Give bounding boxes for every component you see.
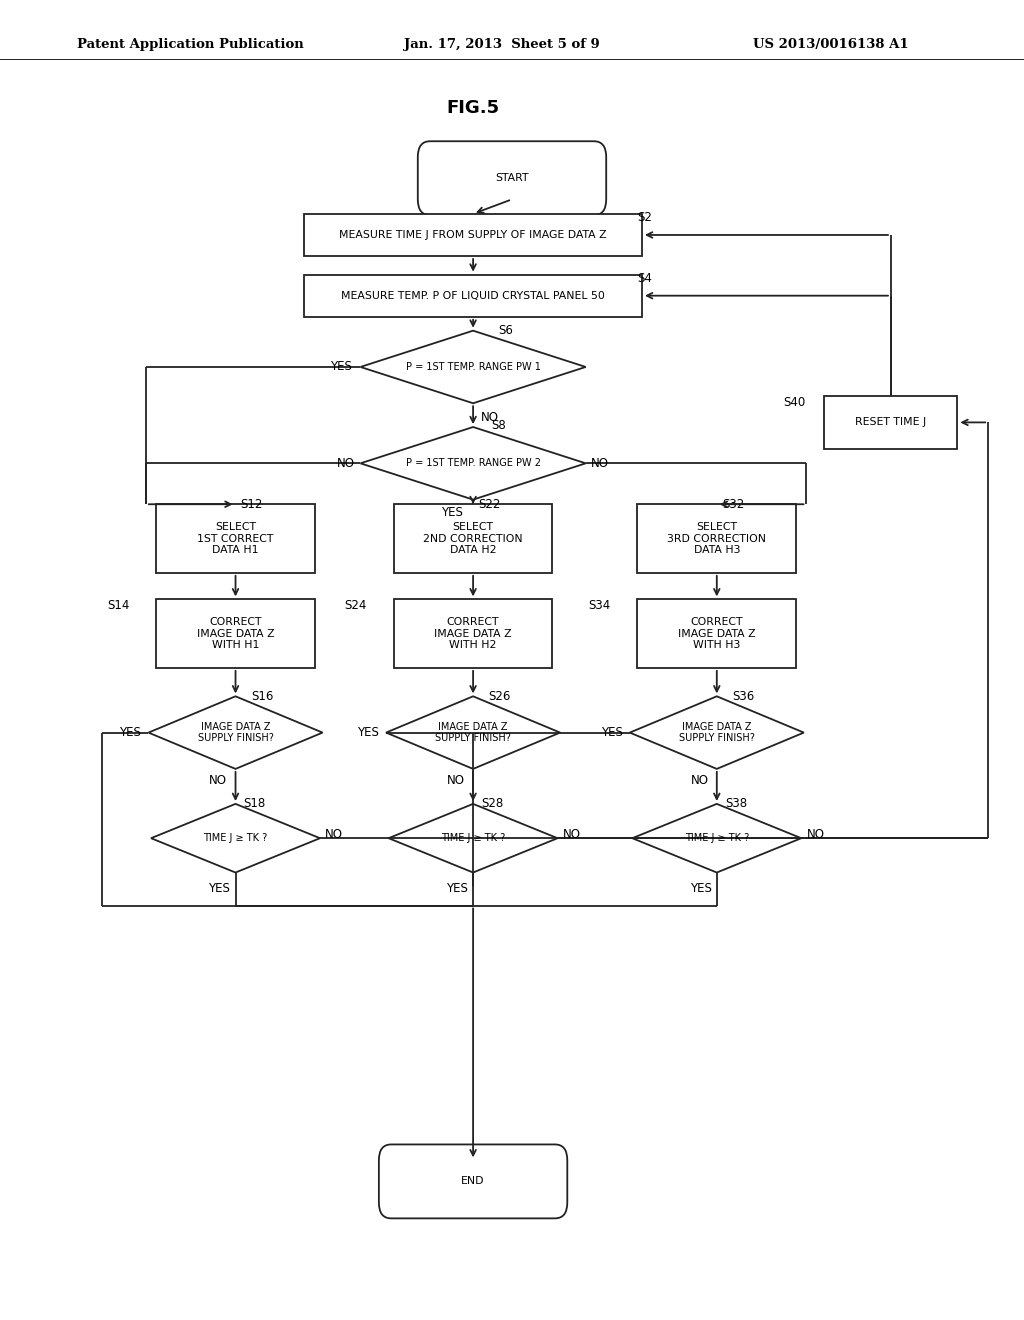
Text: S14: S14 xyxy=(108,599,129,612)
Text: SELECT
3RD CORRECTION
DATA H3: SELECT 3RD CORRECTION DATA H3 xyxy=(668,521,766,556)
Text: S36: S36 xyxy=(732,689,755,702)
Text: S6: S6 xyxy=(499,325,514,337)
FancyBboxPatch shape xyxy=(418,141,606,215)
Text: IMAGE DATA Z
SUPPLY FINISH?: IMAGE DATA Z SUPPLY FINISH? xyxy=(679,722,755,743)
Text: S38: S38 xyxy=(725,797,748,810)
Text: IMAGE DATA Z
SUPPLY FINISH?: IMAGE DATA Z SUPPLY FINISH? xyxy=(435,722,511,743)
Text: S28: S28 xyxy=(481,797,504,810)
Text: NO: NO xyxy=(591,457,609,470)
Polygon shape xyxy=(152,804,319,873)
Text: SELECT
2ND CORRECTION
DATA H2: SELECT 2ND CORRECTION DATA H2 xyxy=(423,521,523,556)
Text: Jan. 17, 2013  Sheet 5 of 9: Jan. 17, 2013 Sheet 5 of 9 xyxy=(404,38,600,51)
Text: YES: YES xyxy=(209,882,230,895)
Text: TIME J ≥ TK ?: TIME J ≥ TK ? xyxy=(204,833,267,843)
Polygon shape xyxy=(632,804,801,873)
Text: S18: S18 xyxy=(244,797,266,810)
Text: YES: YES xyxy=(601,726,623,739)
Text: YES: YES xyxy=(446,882,468,895)
Text: YES: YES xyxy=(690,882,712,895)
Text: S16: S16 xyxy=(251,689,273,702)
Text: S4: S4 xyxy=(637,272,652,285)
Text: S8: S8 xyxy=(492,420,506,432)
Text: NO: NO xyxy=(209,774,227,787)
Text: TIME J ≥ TK ?: TIME J ≥ TK ? xyxy=(685,833,749,843)
Text: START: START xyxy=(496,173,528,183)
Text: NO: NO xyxy=(326,828,343,841)
Text: MEASURE TIME J FROM SUPPLY OF IMAGE DATA Z: MEASURE TIME J FROM SUPPLY OF IMAGE DATA… xyxy=(339,230,607,240)
Polygon shape xyxy=(360,428,586,499)
Text: Patent Application Publication: Patent Application Publication xyxy=(77,38,303,51)
Bar xyxy=(304,214,642,256)
Polygon shape xyxy=(360,331,586,404)
Bar xyxy=(157,599,315,668)
Text: S2: S2 xyxy=(637,211,652,224)
Bar xyxy=(824,396,957,449)
Bar xyxy=(157,504,315,573)
Text: YES: YES xyxy=(120,726,141,739)
Text: YES: YES xyxy=(331,360,352,374)
Text: S32: S32 xyxy=(722,498,744,511)
Text: END: END xyxy=(462,1176,484,1187)
Text: NO: NO xyxy=(563,828,581,841)
Text: NO: NO xyxy=(807,828,824,841)
Text: YES: YES xyxy=(357,726,379,739)
Text: RESET TIME J: RESET TIME J xyxy=(855,417,927,428)
Text: NO: NO xyxy=(446,774,465,787)
Text: S22: S22 xyxy=(478,498,501,511)
Bar xyxy=(637,504,797,573)
Text: P = 1ST TEMP. RANGE PW 1: P = 1ST TEMP. RANGE PW 1 xyxy=(406,362,541,372)
Text: US 2013/0016138 A1: US 2013/0016138 A1 xyxy=(753,38,908,51)
Text: FIG.5: FIG.5 xyxy=(446,99,500,117)
Polygon shape xyxy=(630,697,804,768)
FancyBboxPatch shape xyxy=(379,1144,567,1218)
Text: CORRECT
IMAGE DATA Z
WITH H3: CORRECT IMAGE DATA Z WITH H3 xyxy=(678,616,756,651)
Bar xyxy=(393,599,553,668)
Text: S40: S40 xyxy=(783,396,806,409)
Polygon shape xyxy=(386,697,560,768)
Polygon shape xyxy=(389,804,557,873)
Text: S26: S26 xyxy=(488,689,511,702)
Text: NO: NO xyxy=(481,412,500,424)
Text: NO: NO xyxy=(690,774,709,787)
Bar xyxy=(637,599,797,668)
Text: IMAGE DATA Z
SUPPLY FINISH?: IMAGE DATA Z SUPPLY FINISH? xyxy=(198,722,273,743)
Text: P = 1ST TEMP. RANGE PW 2: P = 1ST TEMP. RANGE PW 2 xyxy=(406,458,541,469)
Text: MEASURE TEMP. P OF LIQUID CRYSTAL PANEL 50: MEASURE TEMP. P OF LIQUID CRYSTAL PANEL … xyxy=(341,290,605,301)
Text: SELECT
1ST CORRECT
DATA H1: SELECT 1ST CORRECT DATA H1 xyxy=(198,521,273,556)
Text: NO: NO xyxy=(337,457,355,470)
Text: TIME J ≥ TK ?: TIME J ≥ TK ? xyxy=(441,833,505,843)
Text: CORRECT
IMAGE DATA Z
WITH H1: CORRECT IMAGE DATA Z WITH H1 xyxy=(197,616,274,651)
Bar xyxy=(393,504,553,573)
Text: YES: YES xyxy=(441,506,463,519)
Polygon shape xyxy=(148,697,323,768)
Text: S12: S12 xyxy=(241,498,263,511)
Bar xyxy=(304,275,642,317)
Text: S24: S24 xyxy=(344,599,367,612)
Text: S34: S34 xyxy=(588,599,610,612)
Text: CORRECT
IMAGE DATA Z
WITH H2: CORRECT IMAGE DATA Z WITH H2 xyxy=(434,616,512,651)
